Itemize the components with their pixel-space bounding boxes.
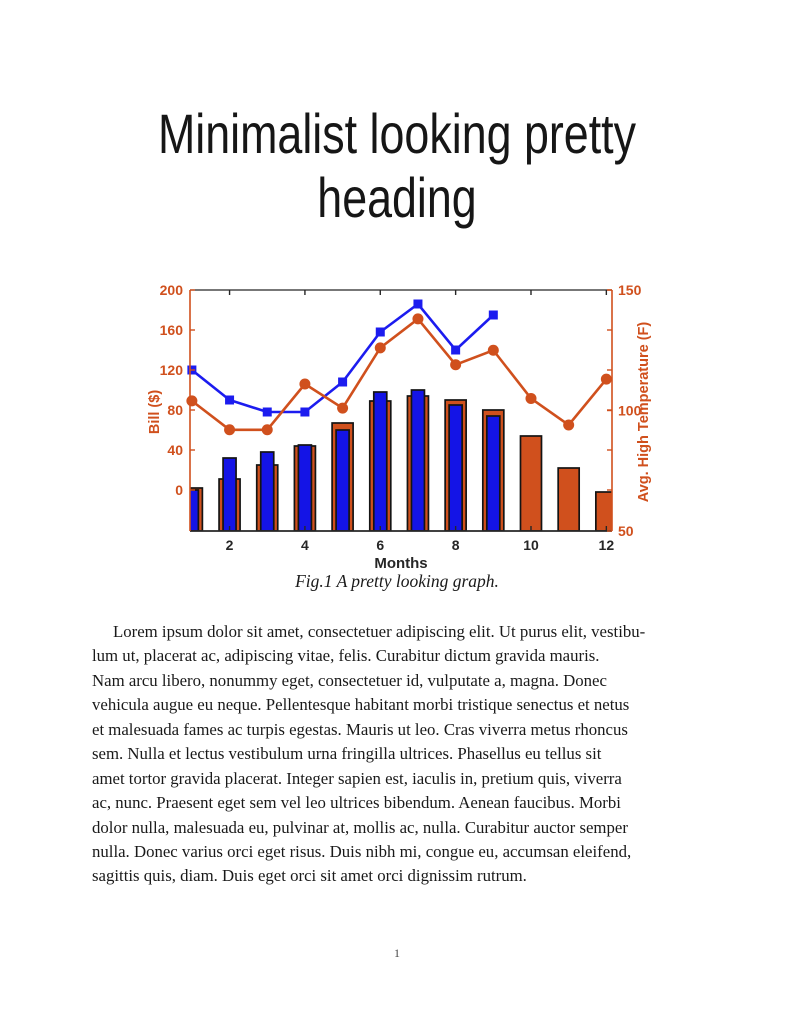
svg-text:2: 2 [226,537,234,553]
body-paragraph: Lorem ipsum dolor sit amet, consectetuer… [92,620,701,889]
body-line: Lorem ipsum dolor sit amet, consectetuer… [113,622,646,641]
svg-text:80: 80 [167,402,183,418]
svg-text:4: 4 [301,537,309,553]
figure-caption: Fig.1 A pretty looking graph. [295,571,499,591]
svg-text:Avg. High Temperature (F): Avg. High Temperature (F) [636,322,652,503]
page-title-line2: heading [317,166,477,229]
svg-text:12: 12 [599,537,615,553]
page-number: 1 [394,946,400,960]
svg-text:150: 150 [618,282,642,298]
body-line: vehicula augue eu neque. Pellentesque ha… [92,695,630,715]
body-line: sem. Nulla et lectus vestibulum urna fri… [92,744,602,764]
svg-text:10: 10 [523,537,539,553]
svg-text:Months: Months [374,555,427,572]
body-line: dolor nulla, malesuada eu, pulvinar at, … [92,817,628,837]
body-line: sagittis quis, diam. Duis eget orci sit … [92,866,527,886]
svg-text:50: 50 [618,523,634,539]
body-line: Nam arcu libero, nonummy eget, consectet… [92,670,607,690]
svg-text:40: 40 [167,442,183,458]
svg-text:160: 160 [160,322,184,338]
body-line: amet tortor gravida placerat. Integer sa… [92,768,622,788]
svg-text:0: 0 [175,482,183,498]
body-line: nulla. Donec varius orci eget risus. Dui… [92,841,632,861]
body-line: lum ut, placerat ac, adipiscing vitae, f… [92,646,600,666]
svg-text:120: 120 [160,362,184,378]
svg-text:100: 100 [618,403,642,419]
body-line: et malesuada fames ac turpis egestas. Ma… [92,719,628,739]
svg-text:200: 200 [160,282,184,298]
svg-text:Bill ($): Bill ($) [147,390,163,434]
svg-text:8: 8 [452,537,460,553]
svg-text:6: 6 [376,537,384,553]
figure: 0 40 80 120 160 200 50 100 150 2 4 6 8 10 12 Months Bill… [140,272,688,574]
figure-chart: 0 40 80 120 160 200 50 100 150 2 4 6 8 10 12 Months Bill… [147,282,652,572]
page-title-line1: Minimalist looking pretty [157,102,637,165]
body-line: ac, nunc. Praesent eget sem vel leo ultr… [92,793,621,813]
page-title: Minimalist looking pretty heading [0,102,794,230]
